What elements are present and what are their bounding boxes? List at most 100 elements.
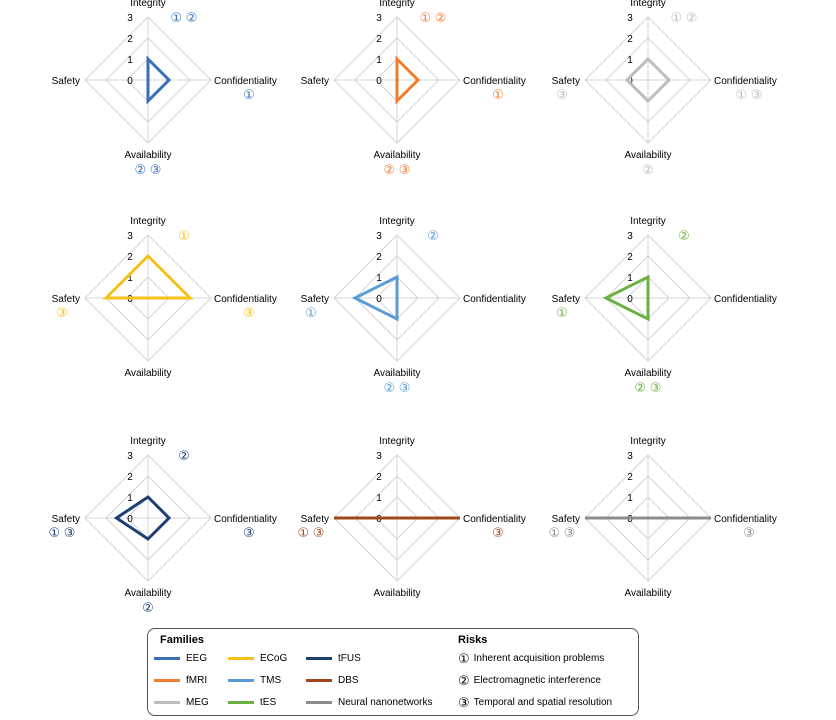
legend-swatch [306, 678, 332, 682]
radar-tick-label: 2 [127, 34, 133, 45]
legend-risk-2: ② Electromagnetic interference [458, 673, 601, 687]
axis-label-confidentiality: Confidentiality [714, 514, 777, 525]
radar-tick-label: 2 [627, 472, 633, 483]
radar-tick-label: 3 [127, 231, 133, 242]
legend-label: EEG [186, 652, 208, 664]
risk-markers-confidentiality: ③ [492, 525, 504, 540]
radar-tick-label: 3 [376, 451, 382, 462]
axis-label-availability: Availability [124, 150, 171, 161]
radar-tick-label: 0 [376, 294, 382, 305]
risk-markers-availability: ② ③ [384, 380, 411, 395]
radar-tick-label: 3 [127, 13, 133, 24]
legend-swatch [154, 700, 180, 704]
legend-item-neural-nanonetworks: Neural nanonetworks [306, 695, 433, 709]
risk-markers-safety: ① ③ [549, 525, 576, 540]
legend-label: tFUS [338, 652, 361, 664]
legend-swatch [228, 700, 254, 704]
axis-label-safety: Safety [301, 514, 329, 525]
axis-label-safety: Safety [552, 76, 580, 87]
radar-tick-label: 3 [127, 451, 133, 462]
legend-item-fmri: fMRI [154, 673, 207, 687]
legend-label: ECoG [260, 652, 288, 664]
legend-label: MEG [186, 696, 209, 708]
radar-tick-label: 3 [627, 231, 633, 242]
radar-tick-label: 2 [376, 472, 382, 483]
axis-label-integrity: Integrity [379, 436, 415, 447]
chart-legend: Families Risks EEG ECoG tFUS fMRI TMS DB… [147, 628, 639, 716]
axis-label-safety: Safety [301, 294, 329, 305]
axis-label-integrity: Integrity [379, 0, 415, 9]
axis-label-confidentiality: Confidentiality [463, 76, 526, 87]
legend-item-meg: MEG [154, 695, 209, 709]
radar-series-tfus [113, 495, 172, 541]
risk-markers-availability: ② ③ [635, 380, 662, 395]
legend-item-tfus: tFUS [306, 651, 361, 665]
risk-markers-integrity: ① ② [671, 10, 698, 25]
risk-label: Electromagnetic interference [473, 674, 601, 686]
axis-label-integrity: Integrity [130, 436, 166, 447]
legend-risks-title: Risks [458, 634, 488, 646]
axis-label-availability: Availability [373, 150, 420, 161]
risk-markers-availability: ② [142, 600, 154, 615]
risk-markers-availability: ② ③ [384, 162, 411, 177]
risk-markers-availability: ② [642, 162, 654, 177]
risk-markers-safety: ① [305, 305, 317, 320]
radar-tick-label: 1 [376, 273, 382, 284]
legend-risk-3: ③ Temporal and spatial resolution [458, 695, 612, 709]
radar-chart-grid: 0 1 2 3 Integrity Confidentiality Availability… [49, 0, 777, 615]
risk-label: Inherent acquisition problems [473, 652, 605, 664]
axis-label-availability: Availability [124, 368, 171, 379]
risk-markers-integrity: ② [427, 228, 439, 243]
axis-label-safety: Safety [552, 294, 580, 305]
radar-tick-label: 2 [127, 252, 133, 263]
radar-tick-label: 3 [627, 451, 633, 462]
risk-label: Temporal and spatial resolution [473, 696, 613, 708]
radar-tick-label: 0 [376, 76, 382, 87]
risk-markers-safety: ③ [56, 305, 68, 320]
radar-tick-label: 3 [376, 13, 382, 24]
legend-risk-1: ① Inherent acquisition problems [458, 651, 604, 665]
legend-families-title: Families [160, 634, 205, 646]
axis-label-availability: Availability [624, 150, 671, 161]
legend-swatch [228, 678, 254, 682]
radar-series-meg [624, 56, 672, 104]
axis-label-confidentiality: Confidentiality [214, 76, 277, 87]
radar-tick-label: 0 [127, 514, 133, 525]
risk-number: ② [458, 672, 470, 688]
axis-label-confidentiality: Confidentiality [214, 294, 277, 305]
axis-label-integrity: Integrity [379, 216, 415, 227]
axis-label-integrity: Integrity [130, 0, 166, 9]
axis-label-availability: Availability [373, 588, 420, 599]
radar-series-tms [351, 274, 399, 322]
legend-swatch [306, 700, 332, 704]
radar-tick-label: 2 [627, 252, 633, 263]
risk-markers-confidentiality: ① [492, 87, 504, 102]
risk-markers-integrity: ① ② [420, 10, 447, 25]
axis-label-integrity: Integrity [630, 216, 666, 227]
risk-markers-confidentiality: ① ③ [736, 87, 763, 102]
radar-series-fmri [395, 55, 421, 105]
radar-tick-label: 0 [627, 294, 633, 305]
axis-label-integrity: Integrity [630, 436, 666, 447]
risk-number: ③ [458, 694, 470, 710]
radar-tick-label: 0 [127, 76, 133, 87]
axis-label-safety: Safety [301, 76, 329, 87]
risk-markers-availability: ② ③ [135, 162, 162, 177]
legend-item-ecog: ECoG [228, 651, 287, 665]
risk-number: ① [458, 650, 470, 666]
risk-markers-safety: ① ③ [49, 525, 76, 540]
radar-tick-label: 2 [376, 34, 382, 45]
radar-series-ecog [102, 253, 194, 300]
radar-series-eeg [146, 55, 172, 105]
radar-tick-label: 1 [376, 55, 382, 66]
legend-item-tms: TMS [228, 673, 281, 687]
radar-tick-label: 1 [127, 273, 133, 284]
risk-markers-integrity: ② [178, 448, 190, 463]
risk-markers-confidentiality: ③ [243, 305, 255, 320]
radar-tick-label: 3 [627, 13, 633, 24]
risk-markers-safety: ① ③ [298, 525, 325, 540]
risk-markers-integrity: ① [178, 228, 190, 243]
axis-label-confidentiality: Confidentiality [714, 76, 777, 87]
radar-tick-label: 1 [627, 55, 633, 66]
risk-markers-confidentiality: ③ [243, 525, 255, 540]
